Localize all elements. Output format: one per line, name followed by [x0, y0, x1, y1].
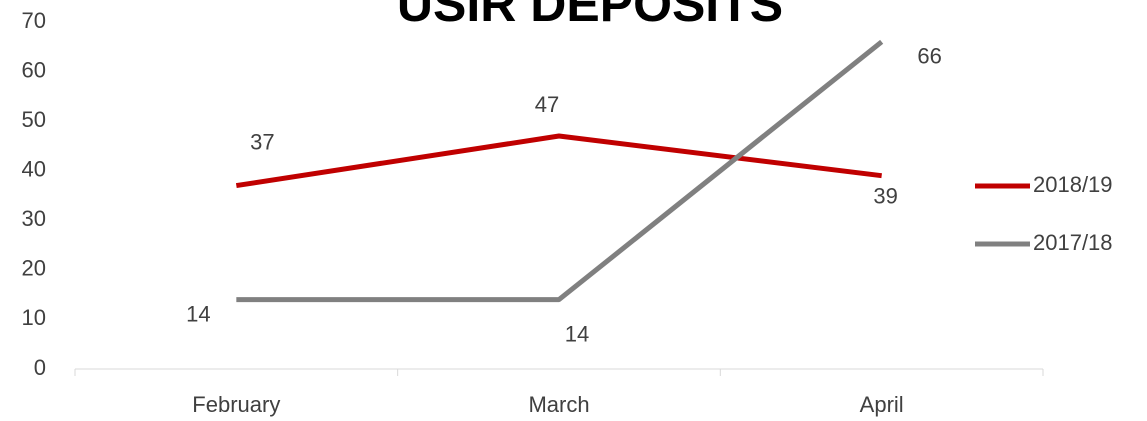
- data-label: 39: [873, 183, 897, 208]
- data-label: 14: [186, 301, 210, 326]
- line-series: [236, 39, 884, 303]
- y-tick-label: 10: [22, 305, 46, 330]
- x-tick-label: April: [860, 392, 904, 417]
- data-label: 37: [250, 129, 274, 154]
- y-tick-label: 20: [22, 256, 46, 281]
- data-label: 14: [565, 321, 589, 346]
- legend-label: 2018/19: [1033, 172, 1113, 197]
- line-series: [235, 133, 882, 189]
- y-tick-label: 50: [22, 107, 46, 132]
- legend-label: 2017/18: [1033, 230, 1113, 255]
- data-label: 47: [535, 92, 559, 117]
- chart-title: USIR DEPOSITS: [397, 0, 783, 32]
- x-tick-label: March: [528, 392, 589, 417]
- y-tick-label: 0: [34, 355, 46, 380]
- y-tick-label: 60: [22, 57, 46, 82]
- y-tick-label: 40: [22, 157, 46, 182]
- data-label: 66: [917, 44, 941, 69]
- y-tick-label: 70: [22, 8, 46, 33]
- y-tick-label: 30: [22, 206, 46, 231]
- x-tick-label: February: [192, 392, 280, 417]
